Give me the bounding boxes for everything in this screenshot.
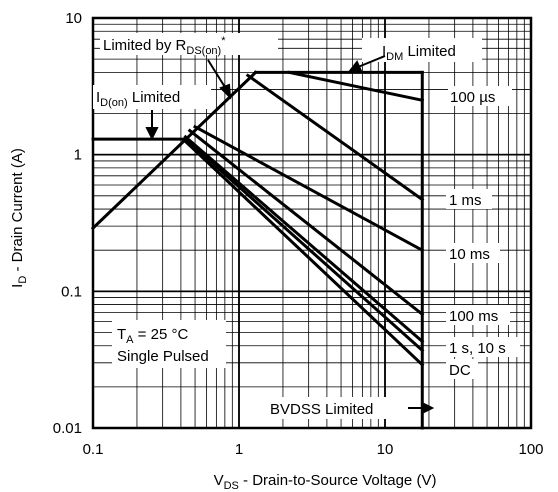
annotation-rds-on-limited: Limited by RDS(on)* xyxy=(103,35,226,57)
y-axis-title: ID - Drain Current (A) xyxy=(9,148,29,288)
y-tick-label: 0.01 xyxy=(53,420,82,437)
series-line-4 xyxy=(245,73,425,202)
annotation-100us: 100 µs xyxy=(450,89,495,106)
x-tick-label: 0.1 xyxy=(83,441,104,458)
plot-frame xyxy=(91,16,533,430)
series-lines xyxy=(90,70,425,430)
series-line-8 xyxy=(183,136,425,353)
series-line-6 xyxy=(187,128,425,317)
annotation-bvdss-limited: BVDSS Limited xyxy=(270,401,373,418)
y-tick-label: 1 xyxy=(74,147,82,164)
x-tick-labels: 0.1 1 10 100 xyxy=(83,441,544,458)
series-line-7 xyxy=(183,134,425,344)
x-tick-label: 100 xyxy=(518,441,543,458)
annotation-backgrounds xyxy=(93,33,520,419)
annotation-ta: TA = 25 °C xyxy=(117,326,188,346)
annotation-arrows xyxy=(145,55,435,415)
series-line-3 xyxy=(287,70,425,103)
annotation-100ms: 100 ms xyxy=(449,308,498,325)
x-axis-title: VDS - Drain-to-Source Voltage (V) xyxy=(214,472,437,492)
annotation-dc: DC xyxy=(449,362,471,379)
annotation-10ms: 10 ms xyxy=(449,246,490,263)
y-tick-label: 10 xyxy=(65,10,82,27)
annotation-1ms: 1 ms xyxy=(449,192,482,209)
series-line-0 xyxy=(90,70,258,231)
annotation-1s-10s: 1 s, 10 s xyxy=(449,340,506,357)
series-line-5 xyxy=(193,124,425,253)
y-tick-label: 0.1 xyxy=(61,283,82,300)
x-tick-label: 10 xyxy=(377,441,394,458)
series-line-9 xyxy=(183,139,425,367)
y-tick-labels: 10 1 0.1 0.01 xyxy=(53,10,82,437)
x-tick-label: 1 xyxy=(235,441,243,458)
annotation-single-pulsed: Single Pulsed xyxy=(117,348,209,365)
annotation-id-on-limited: ID(on) Limited xyxy=(96,89,180,109)
annotation-idm-limited: IDM Limited xyxy=(382,43,456,63)
